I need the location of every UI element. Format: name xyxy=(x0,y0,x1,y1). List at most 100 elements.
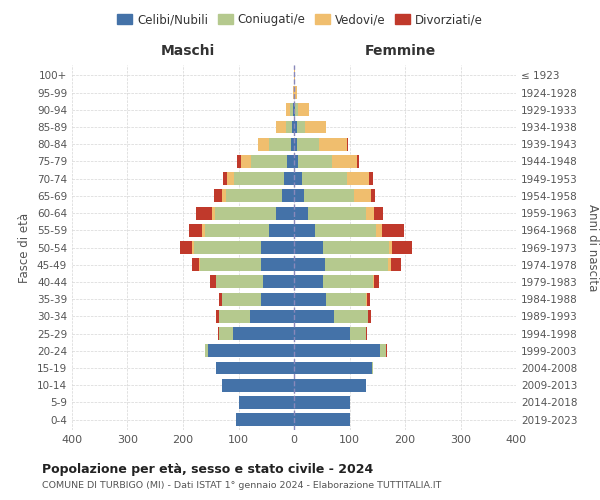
Bar xyxy=(222,190,226,202)
Bar xyxy=(180,241,193,254)
Bar xyxy=(374,276,379,288)
Bar xyxy=(294,413,349,426)
Bar xyxy=(193,241,194,254)
Bar xyxy=(219,292,222,306)
Text: Maschi: Maschi xyxy=(160,44,215,58)
Text: COMUNE DI TURBIGO (MI) - Dati ISTAT 1° gennaio 2024 - Elaborazione TUTTITALIA.IT: COMUNE DI TURBIGO (MI) - Dati ISTAT 1° g… xyxy=(42,481,442,490)
Bar xyxy=(369,172,373,185)
Bar xyxy=(205,224,269,236)
Bar xyxy=(214,190,222,202)
Bar xyxy=(371,190,375,202)
Bar xyxy=(294,292,326,306)
Bar xyxy=(294,224,315,236)
Bar xyxy=(294,344,380,358)
Bar xyxy=(298,104,309,116)
Bar xyxy=(192,258,199,271)
Text: Popolazione per età, sesso e stato civile - 2024: Popolazione per età, sesso e stato civil… xyxy=(42,462,373,475)
Y-axis label: Anni di nascita: Anni di nascita xyxy=(586,204,599,291)
Bar xyxy=(392,241,412,254)
Bar xyxy=(368,310,371,323)
Bar xyxy=(332,155,357,168)
Bar xyxy=(216,310,219,323)
Bar xyxy=(326,292,366,306)
Bar xyxy=(202,224,205,236)
Bar xyxy=(294,86,297,99)
Bar xyxy=(233,327,294,340)
Bar xyxy=(354,190,371,202)
Bar xyxy=(239,396,294,409)
Bar xyxy=(260,258,294,271)
Bar xyxy=(294,276,323,288)
Bar xyxy=(260,292,294,306)
Bar xyxy=(188,224,202,236)
Bar xyxy=(236,413,294,426)
Bar xyxy=(290,104,293,116)
Bar xyxy=(294,327,349,340)
Bar xyxy=(294,379,366,392)
Bar xyxy=(294,206,308,220)
Bar xyxy=(323,276,373,288)
Bar xyxy=(357,155,359,168)
Bar xyxy=(376,224,382,236)
Bar xyxy=(297,120,305,134)
Bar xyxy=(367,292,370,306)
Bar xyxy=(366,327,367,340)
Bar xyxy=(205,344,208,358)
Legend: Celibi/Nubili, Coniugati/e, Vedovi/e, Divorziati/e: Celibi/Nubili, Coniugati/e, Vedovi/e, Di… xyxy=(112,8,488,31)
Bar xyxy=(294,104,295,116)
Bar xyxy=(366,292,367,306)
Bar xyxy=(226,190,282,202)
Bar xyxy=(217,362,294,374)
Bar xyxy=(373,276,374,288)
Bar xyxy=(291,138,294,150)
Bar xyxy=(374,206,383,220)
Bar xyxy=(347,172,369,185)
Bar xyxy=(284,172,294,185)
Bar xyxy=(200,258,260,271)
Bar xyxy=(275,120,286,134)
Bar xyxy=(208,344,294,358)
Bar xyxy=(260,241,294,254)
Bar xyxy=(294,190,304,202)
Bar xyxy=(293,104,294,116)
Bar xyxy=(199,258,200,271)
Bar xyxy=(209,276,217,288)
Bar xyxy=(334,310,368,323)
Bar xyxy=(325,258,388,271)
Bar xyxy=(234,172,284,185)
Bar xyxy=(294,69,295,82)
Bar xyxy=(222,379,294,392)
Bar xyxy=(298,155,332,168)
Bar xyxy=(294,172,302,185)
Bar xyxy=(292,120,294,134)
Bar xyxy=(347,138,348,150)
Bar xyxy=(227,172,234,185)
Bar xyxy=(382,224,404,236)
Bar xyxy=(276,206,294,220)
Bar xyxy=(391,258,401,271)
Bar xyxy=(315,224,376,236)
Bar xyxy=(366,206,374,220)
Bar xyxy=(297,138,319,150)
Bar xyxy=(388,258,391,271)
Bar xyxy=(269,138,291,150)
Bar xyxy=(237,155,241,168)
Bar xyxy=(302,172,347,185)
Bar xyxy=(389,241,392,254)
Bar xyxy=(305,120,326,134)
Bar xyxy=(269,224,294,236)
Bar xyxy=(258,138,269,150)
Bar xyxy=(294,120,297,134)
Bar xyxy=(222,292,260,306)
Bar xyxy=(196,206,212,220)
Bar xyxy=(293,86,294,99)
Text: Femmine: Femmine xyxy=(365,44,436,58)
Bar xyxy=(251,155,287,168)
Bar xyxy=(304,190,354,202)
Bar xyxy=(294,155,298,168)
Bar xyxy=(294,241,323,254)
Bar xyxy=(308,206,366,220)
Y-axis label: Fasce di età: Fasce di età xyxy=(19,212,31,282)
Bar xyxy=(295,104,298,116)
Bar xyxy=(294,310,334,323)
